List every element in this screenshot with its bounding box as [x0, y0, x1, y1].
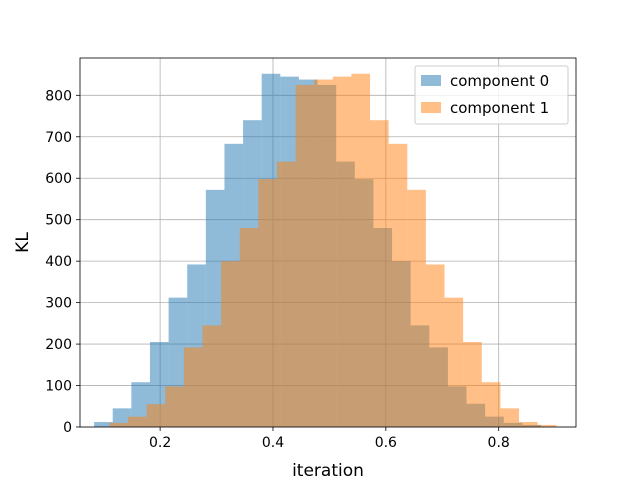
x-axis-ticks: 0.2 0.4 0.6 0.8 [149, 427, 510, 451]
y-tick-label: 800 [45, 88, 72, 104]
y-tick-label: 0 [63, 420, 72, 436]
histogram-bar [407, 189, 426, 427]
histogram-bar [351, 73, 371, 427]
legend-swatch-component-0 [421, 75, 441, 86]
histogram-bar [388, 143, 408, 427]
y-axis-label: KL [13, 232, 33, 253]
x-axis-label: iteration [292, 461, 364, 480]
histogram-bar [481, 382, 501, 427]
histogram-bar [109, 422, 128, 427]
histogram-bar [202, 325, 222, 427]
histogram-bar [112, 408, 132, 427]
histogram-bar [258, 179, 277, 427]
y-tick-label: 100 [45, 379, 72, 395]
legend-label-component-0: component 0 [450, 72, 549, 90]
y-axis-ticks: 0 100 200 300 400 500 600 700 800 [45, 88, 80, 436]
y-tick-label: 600 [45, 171, 72, 187]
histogram-bar [146, 404, 166, 427]
histogram-bar [183, 347, 203, 427]
histogram-bar [463, 342, 482, 427]
histogram-bar [425, 264, 445, 427]
histogram-bar [444, 297, 464, 427]
histogram-bar [370, 120, 389, 427]
y-tick-label: 500 [45, 213, 72, 229]
histogram-bar [314, 79, 333, 428]
legend-label-component-1: component 1 [450, 99, 549, 117]
histogram-bar [239, 227, 259, 427]
histogram-bar [295, 84, 315, 428]
histogram-bar [276, 161, 296, 428]
histogram-bar [519, 422, 538, 427]
series-component-1-bars [109, 73, 557, 428]
legend-swatch-component-1 [421, 102, 441, 113]
histogram-bar [500, 408, 520, 427]
histogram-bar [332, 76, 352, 428]
legend-box [414, 65, 569, 125]
x-tick-label: 0.2 [149, 435, 171, 451]
legend: component 0 component 1 [414, 65, 569, 125]
y-tick-label: 300 [45, 296, 72, 312]
y-tick-label: 200 [45, 337, 72, 353]
x-tick-label: 0.6 [375, 435, 397, 451]
histogram-bar [131, 382, 150, 427]
y-tick-label: 700 [45, 130, 72, 146]
plot-frame [79, 57, 577, 428]
x-tick-label: 0.8 [488, 435, 510, 451]
histogram-bar [537, 424, 557, 427]
histogram-bar [127, 416, 147, 427]
y-tick-label: 400 [45, 254, 72, 270]
histogram-bar [221, 261, 240, 427]
x-tick-label: 0.4 [262, 435, 284, 451]
histogram-bar [94, 422, 113, 427]
histogram-bar [165, 386, 184, 427]
